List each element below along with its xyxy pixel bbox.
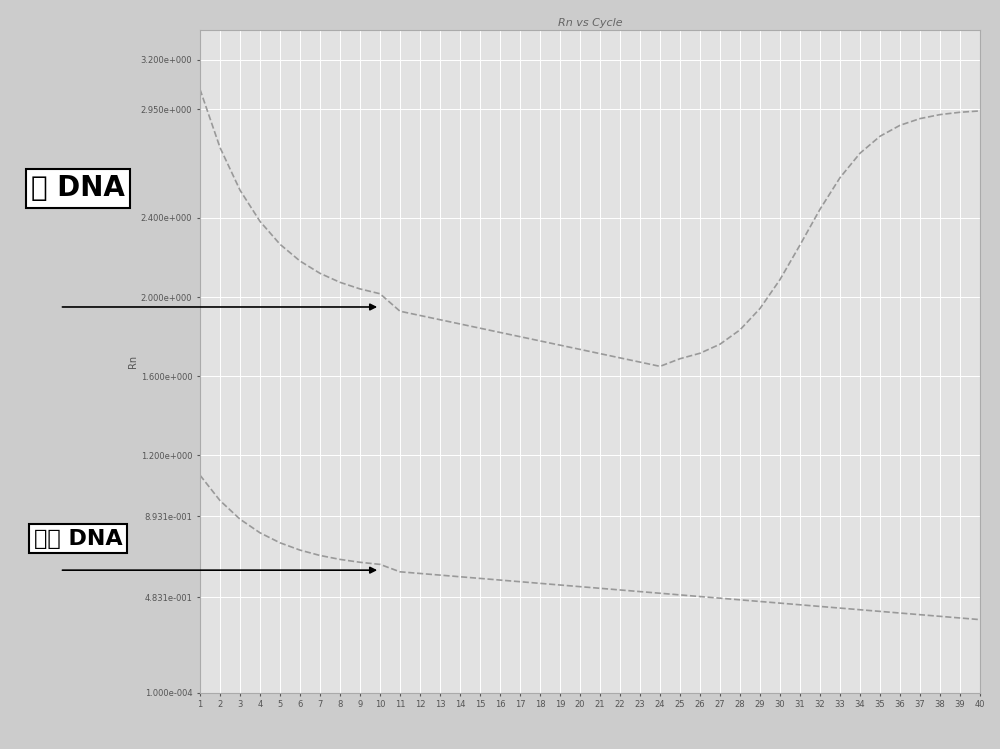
- Y-axis label: Rn: Rn: [128, 355, 138, 368]
- Text: 人 DNA: 人 DNA: [31, 175, 125, 202]
- Text: 小鼠 DNA: 小鼠 DNA: [34, 529, 122, 548]
- Title: Rn vs Cycle: Rn vs Cycle: [558, 18, 622, 28]
